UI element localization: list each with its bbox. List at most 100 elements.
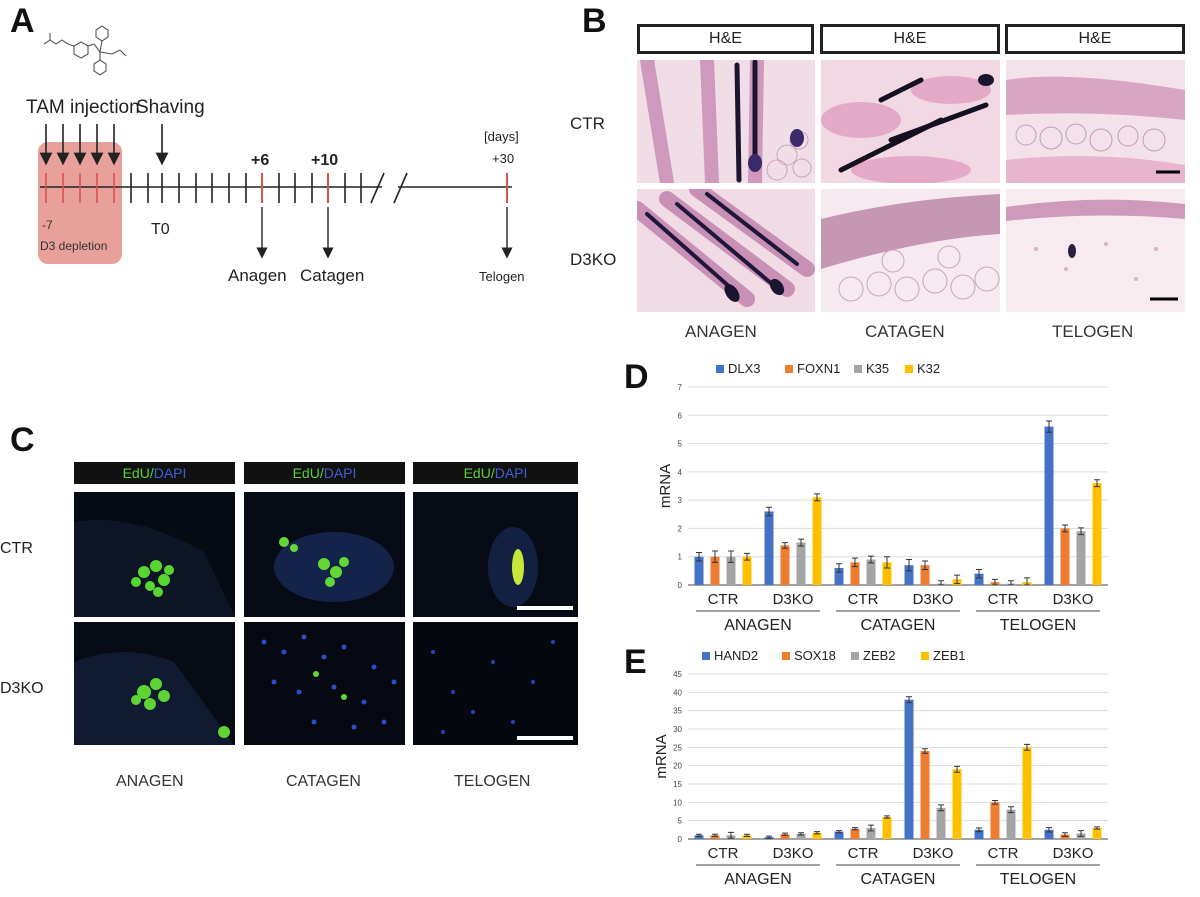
- e-legend-swatch-zeb2: [851, 652, 859, 660]
- d-errorbar-dlx3-0: [696, 551, 702, 562]
- e-errorbar-zeb2-1: [798, 832, 804, 836]
- e-errorbar-hand2-3: [906, 696, 912, 704]
- panel-label-a: A: [10, 2, 35, 40]
- e-ytick-label: 45: [673, 670, 682, 679]
- e-ytick-label: 35: [673, 707, 682, 716]
- d-ytick-label: 6: [678, 411, 683, 420]
- e-category-label: D3KO: [913, 845, 954, 862]
- e-errorbar-sox18-3: [922, 748, 928, 754]
- e-legend-label-hand2: HAND2: [714, 648, 758, 663]
- e-bar-sox18-0: [710, 835, 720, 839]
- e-errorbar-sox18-4: [992, 800, 998, 805]
- e-bar-zeb1-2: [882, 817, 892, 839]
- days-unit-label: [days]: [484, 129, 519, 144]
- d-ytick-label: 3: [678, 496, 683, 505]
- d-ylabel: mRNA: [657, 464, 674, 508]
- e-ytick-label: 15: [673, 780, 682, 789]
- he-header-anagen: H&E: [637, 24, 814, 54]
- d-bar-dlx3-5: [1044, 426, 1054, 585]
- d-legend-swatch-foxn1: [785, 365, 793, 373]
- edu-image-ctr-catagen: [244, 492, 405, 617]
- d-bar-foxn1-3: [920, 565, 930, 585]
- e-bar-sox18-4: [990, 802, 1000, 839]
- e-bar-sox18-2: [850, 828, 860, 839]
- d-ytick-label: 0: [678, 581, 683, 590]
- e-errorbar-zeb1-5: [1094, 826, 1100, 830]
- e-ytick-label: 0: [678, 835, 683, 844]
- d-errorbar-dlx3-5: [1046, 420, 1052, 433]
- e-group-label: ANAGEN: [724, 871, 792, 888]
- edu-image-d3ko-catagen: [244, 622, 405, 745]
- d-bar-k35-1: [796, 542, 806, 585]
- e-bar-sox18-1: [780, 834, 790, 839]
- c-header-telogen: EdU/DAPI: [413, 462, 578, 484]
- edu-image-d3ko-telogen: [413, 622, 578, 745]
- e-legend-swatch-zeb1: [921, 652, 929, 660]
- e-errorbar-hand2-0: [696, 833, 702, 837]
- c-row-label-d3ko: D3KO: [0, 680, 44, 697]
- e-bar-zeb2-2: [866, 828, 876, 839]
- d-bar-foxn1-2: [850, 562, 860, 585]
- he-header-telogen: H&E: [1005, 24, 1185, 54]
- d-ytick-label: 5: [678, 440, 683, 449]
- e-ytick-label: 20: [673, 762, 682, 771]
- d-legend-label-k32: K32: [917, 361, 940, 376]
- e-bar-zeb2-1: [796, 833, 806, 839]
- d-bar-foxn1-5: [1060, 528, 1070, 585]
- d-errorbar-k35-1: [798, 538, 804, 547]
- he-image-d3ko-anagen: [637, 189, 815, 312]
- d3-depletion-label: D3 depletion: [40, 239, 108, 253]
- panel-label-b: B: [582, 2, 607, 40]
- d-group-label: ANAGEN: [724, 617, 792, 634]
- e-ytick-label: 10: [673, 798, 682, 807]
- d-group-label: TELOGEN: [1000, 617, 1076, 634]
- e-errorbar-sox18-0: [712, 833, 718, 837]
- d-category-label: CTR: [988, 591, 1019, 608]
- d-bar-k32-0: [742, 556, 752, 585]
- d-group-label: CATAGEN: [861, 617, 936, 634]
- he-image-ctr-telogen: [1006, 60, 1185, 183]
- day-minus7-label: -7: [42, 218, 53, 232]
- panel-label-e: E: [624, 643, 647, 681]
- c-col-label-catagen: CATAGEN: [286, 773, 361, 790]
- d-legend-label-k35: K35: [866, 361, 889, 376]
- e-bar-hand2-2: [834, 831, 844, 839]
- d-category-label: D3KO: [1053, 591, 1094, 608]
- e-ylabel: mRNA: [653, 734, 670, 778]
- e-legend-swatch-sox18: [782, 652, 790, 660]
- slash-label: /: [319, 465, 324, 481]
- c-col-label-telogen: TELOGEN: [454, 773, 531, 790]
- d-errorbar-foxn1-2: [852, 557, 858, 568]
- d-errorbar-k35-2: [868, 555, 874, 564]
- e-bar-zeb1-4: [1022, 747, 1032, 839]
- c-header-anagen: EdU/DAPI: [74, 462, 235, 484]
- e-legend-swatch-hand2: [702, 652, 710, 660]
- c-header-catagen: EdU/DAPI: [244, 462, 405, 484]
- d-legend-swatch-k35: [854, 365, 862, 373]
- e-errorbar-hand2-1: [766, 835, 772, 839]
- d-bar-k35-0: [726, 556, 736, 585]
- e-errorbar-zeb1-4: [1024, 743, 1030, 751]
- edu-label: EdU: [463, 465, 491, 481]
- d-errorbar-foxn1-4: [992, 578, 998, 586]
- he-image-d3ko-telogen: [1006, 189, 1185, 312]
- d-errorbar-k32-0: [744, 552, 750, 561]
- panel-label-d: D: [624, 358, 649, 396]
- e-errorbar-hand2-4: [976, 827, 982, 833]
- shaving-label: Shaving: [136, 97, 205, 118]
- d-bar-k32-2: [882, 562, 892, 585]
- chart-e: HAND2 SOX18 ZEB2 ZEB1 0 5 10 15 20 25 30 35 40 45 mRNA…: [653, 648, 1108, 888]
- chart-d: DLX3 FOXN1 K35 K32 0 1 2 3 4 5 6 7 mRNA CTR D3KO CTR D3K…: [657, 361, 1108, 634]
- d-errorbar-dlx3-1: [766, 506, 772, 517]
- d-bar-k32-1: [812, 497, 822, 585]
- e-errorbar-zeb1-0: [744, 833, 750, 837]
- e-bar-zeb2-4: [1006, 809, 1016, 839]
- d-errorbar-dlx3-3: [906, 559, 912, 572]
- e-errorbar-zeb2-3: [938, 804, 944, 812]
- e-bar-sox18-3: [920, 751, 930, 839]
- b-col-label-telogen: TELOGEN: [1052, 322, 1134, 341]
- anagen-stage-label: Anagen: [228, 266, 287, 285]
- d-errorbar-foxn1-3: [922, 560, 928, 570]
- b-row-label-ctr: CTR: [570, 114, 605, 133]
- d-category-label: CTR: [708, 591, 739, 608]
